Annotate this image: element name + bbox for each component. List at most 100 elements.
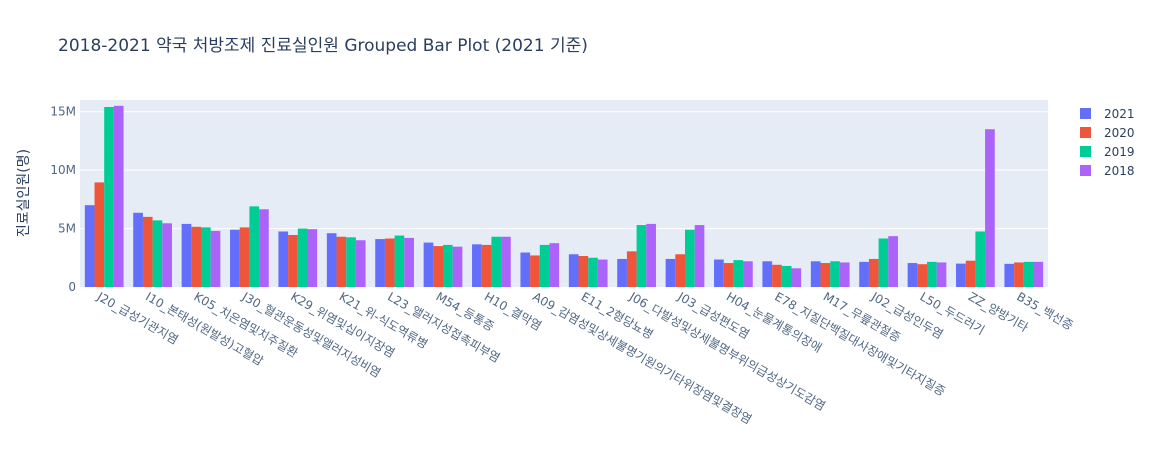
bar-2019-1 [152, 220, 163, 287]
bar-2019-12 [685, 229, 695, 287]
bar-2021-17 [907, 263, 918, 287]
bar-2020-2 [191, 226, 201, 287]
bar-2020-11 [626, 251, 637, 287]
bar-2021-11 [617, 258, 627, 287]
bar-2019-7 [443, 244, 453, 287]
y-axis-title: 진료실인원(명) [16, 149, 32, 237]
bar-2020-1 [142, 216, 153, 287]
bar-2019-10 [588, 257, 598, 287]
bar-2019-11 [636, 225, 647, 287]
bar-2018-6 [404, 237, 414, 287]
bar-2021-7 [423, 242, 434, 287]
bar-2020-14 [772, 264, 782, 287]
bar-2020-0 [94, 182, 105, 287]
legend-label-2020: 2020 [1104, 126, 1135, 140]
y-tick-label: 0 [68, 280, 76, 294]
bar-2019-6 [394, 235, 405, 287]
y-tick-label: 15M [50, 105, 76, 119]
bar-2021-13 [714, 259, 724, 287]
bar-2018-19 [1033, 261, 1044, 287]
bar-2019-8 [491, 236, 502, 287]
bar-2019-16 [878, 238, 889, 287]
bar-2018-3 [259, 209, 269, 287]
bar-2018-9 [549, 243, 560, 287]
plot-area [80, 100, 1048, 287]
legend: 2021 2020 2019 2018 [1080, 107, 1135, 178]
bar-2021-15 [810, 261, 821, 287]
bar-2018-1 [162, 223, 172, 287]
bar-2018-2 [210, 230, 221, 287]
bar-2019-17 [927, 261, 937, 287]
bar-2021-1 [133, 212, 143, 287]
bar-2020-9 [530, 255, 540, 287]
bar-2020-5 [336, 236, 347, 287]
bar-2021-10 [568, 254, 579, 287]
bar-2019-18 [975, 231, 986, 287]
bar-2019-0 [104, 107, 114, 287]
bar-2021-0 [84, 205, 95, 287]
bar-2021-2 [181, 223, 192, 287]
bar-2019-14 [781, 265, 792, 287]
bar-2021-16 [859, 261, 869, 287]
bar-2018-11 [646, 223, 656, 287]
bar-2021-6 [375, 239, 385, 287]
bar-2018-10 [597, 259, 608, 287]
bar-2019-4 [297, 228, 308, 287]
bar-2021-8 [472, 244, 482, 287]
bars [84, 105, 1044, 287]
y-tick-label: 5M [58, 222, 76, 236]
bar-2020-17 [917, 264, 927, 287]
bar-2018-8 [501, 236, 511, 287]
legend-label-2021: 2021 [1104, 107, 1135, 121]
legend-swatch-2020 [1080, 127, 1091, 138]
bar-2018-18 [985, 129, 995, 287]
bar-2020-3 [239, 227, 250, 287]
bar-2018-12 [694, 225, 705, 287]
bar-2018-16 [888, 236, 898, 287]
bar-2021-5 [326, 233, 337, 287]
bar-2018-4 [307, 229, 318, 287]
bar-2020-4 [288, 234, 298, 287]
bar-2021-14 [762, 261, 773, 287]
legend-swatch-2018 [1080, 165, 1091, 176]
y-axis-ticks: 0 5M 10M 15M [50, 105, 76, 294]
bar-2020-13 [723, 263, 734, 287]
bar-2018-17 [936, 262, 947, 287]
bar-2021-18 [956, 263, 966, 287]
legend-label-2019: 2019 [1104, 145, 1135, 159]
legend-swatch-2021 [1080, 108, 1091, 119]
bar-2020-19 [1014, 262, 1024, 287]
legend-label-2018: 2018 [1104, 164, 1135, 178]
bar-2019-9 [539, 244, 550, 287]
bar-2020-10 [578, 256, 589, 287]
bar-2021-19 [1004, 263, 1015, 287]
bar-2020-12 [675, 254, 685, 287]
bar-2018-13 [743, 261, 753, 287]
bar-2020-16 [868, 258, 879, 287]
bar-2020-15 [820, 263, 831, 287]
bar-2021-9 [520, 252, 531, 287]
chart-title: 2018-2021 약국 처방조제 진료실인원 Grouped Bar Plot… [58, 36, 588, 56]
bar-2018-15 [839, 262, 850, 287]
bar-2018-5 [355, 240, 366, 287]
bar-2021-4 [278, 231, 289, 287]
bar-2019-13 [733, 260, 744, 287]
bar-2020-6 [384, 238, 395, 287]
bar-2021-12 [665, 258, 676, 287]
bar-2018-0 [113, 105, 124, 287]
y-tick-label: 10M [50, 163, 76, 177]
bar-2019-3 [249, 206, 260, 287]
bar-2020-8 [481, 244, 492, 287]
bar-2021-3 [230, 229, 240, 287]
legend-swatch-2019 [1080, 146, 1091, 157]
bar-2019-2 [201, 227, 211, 287]
bar-2018-7 [452, 246, 463, 287]
bar-2020-18 [965, 260, 976, 287]
bar-2020-7 [433, 246, 443, 287]
bar-2018-14 [791, 268, 802, 287]
bar-2019-19 [1023, 261, 1034, 287]
bar-2019-15 [830, 261, 840, 287]
bar-2019-5 [346, 237, 356, 287]
